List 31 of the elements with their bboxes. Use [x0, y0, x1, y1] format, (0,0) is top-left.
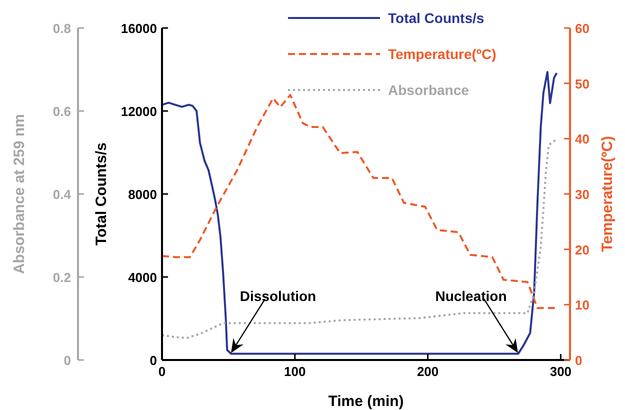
y-tick-label: 4000	[128, 270, 157, 285]
annotation: Nucleation	[435, 288, 507, 304]
y2-tick-label: 60	[575, 21, 590, 36]
line-series	[161, 70, 558, 355]
y-tick-label: 16000	[120, 21, 157, 36]
y3-tick-label: 0.6	[52, 104, 71, 119]
x-axis-title: Time (min)	[328, 393, 404, 410]
y2-tick-label: 20	[575, 242, 590, 258]
y-tick-label: 12000	[120, 104, 157, 119]
text: Total Counts/s	[388, 10, 484, 26]
text: Absorbance	[388, 82, 470, 98]
y3-axis-title: Absorbance at 259 nm	[11, 114, 28, 274]
y3-tick-label: 0.4	[52, 187, 72, 202]
y3-tick-label: 0.2	[52, 270, 71, 285]
y2-tick-label: 50	[575, 76, 590, 92]
y2-tick-label: 30	[575, 187, 590, 202]
line-series	[161, 139, 556, 340]
y3-tick-label: 0	[64, 353, 71, 368]
x-tick-label: 100	[284, 364, 306, 379]
y2-tick-label: 40	[575, 132, 590, 147]
text: Temperature(ºC)	[388, 46, 496, 62]
y3-tick-label: 0.8	[52, 21, 71, 36]
y-axis-title: Total Counts/s	[93, 142, 110, 246]
y2-axis-title: Temperature(ºC)	[599, 136, 616, 252]
y-tick-label: 0	[150, 353, 157, 368]
y2-tick-label: 0	[575, 353, 582, 368]
y2-tick-label: 10	[575, 298, 590, 313]
y-tick-label: 8000	[128, 187, 157, 202]
annotation: Dissolution	[240, 288, 316, 304]
x-tick-label: 200	[416, 364, 439, 379]
x-tick-label: 300	[550, 364, 572, 379]
